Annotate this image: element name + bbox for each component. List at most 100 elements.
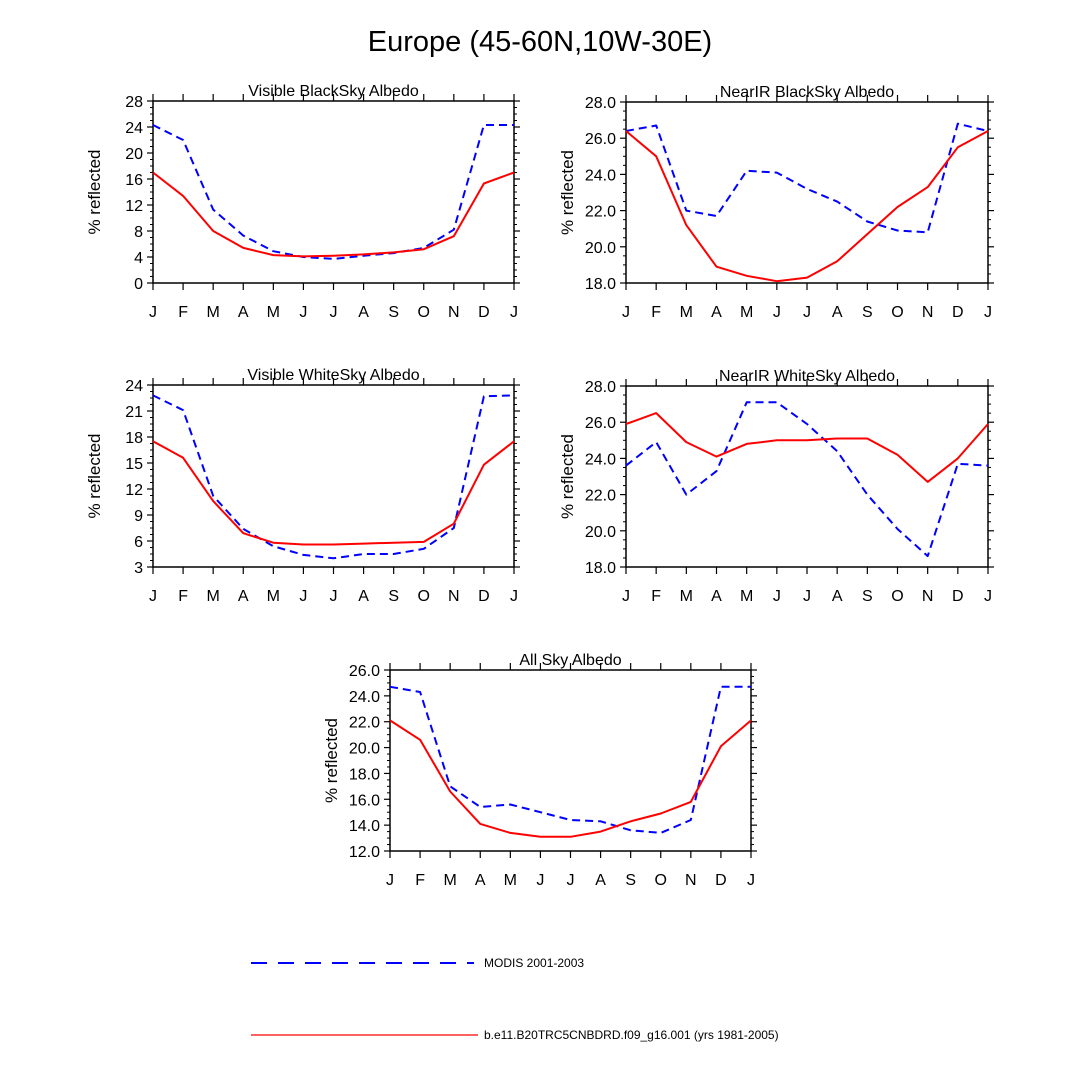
series-line-modis	[152, 394, 515, 560]
x-tick-label: A	[711, 588, 722, 605]
x-tick-label: M	[207, 304, 220, 321]
x-tick-label: F	[178, 588, 188, 605]
y-tick-label: 26.0	[349, 663, 380, 680]
x-tick-label: J	[747, 872, 755, 889]
x-tick-label: S	[388, 304, 399, 321]
y-tick-label: 15	[125, 456, 143, 473]
x-tick-label: J	[299, 304, 307, 321]
x-tick-label: M	[740, 588, 753, 605]
x-tick-label: J	[622, 304, 630, 321]
x-tick-label: J	[510, 304, 518, 321]
x-tick-label: A	[358, 588, 369, 605]
y-tick-label: 28.0	[585, 95, 616, 112]
series-line-model	[152, 440, 515, 546]
y-axis-label: % reflected	[322, 718, 341, 803]
y-tick-label: 26.0	[585, 131, 616, 148]
x-tick-label: A	[832, 304, 843, 321]
x-tick-label: J	[149, 304, 157, 321]
y-tick-label: 6	[134, 534, 143, 551]
x-tick-label: J	[149, 588, 157, 605]
x-tick-label: J	[536, 872, 544, 889]
y-tick-label: 18	[125, 430, 143, 447]
chart-panel-3: Visible WhiteSky Albedo % reflected 3 6 9 12 1…	[85, 367, 520, 605]
x-tick-label: N	[922, 588, 934, 605]
chart-panels: Visible BlackSky Albedo % reflected 0 4 8 12 1…	[85, 83, 994, 889]
x-tick-label: J	[510, 588, 518, 605]
series-line-model	[389, 719, 752, 838]
figure-title: Europe (45-60N,10W-30E)	[368, 26, 712, 58]
x-tick-label: D	[478, 304, 490, 321]
x-tick-label: J	[330, 588, 338, 605]
x-tick-label: A	[358, 304, 369, 321]
chart-title: Visible BlackSky Albedo	[248, 83, 419, 100]
y-tick-label: 20.0	[349, 741, 380, 758]
x-tick-label: J	[386, 872, 394, 889]
y-tick-label: 0	[134, 276, 143, 293]
x-tick-label: M	[680, 588, 693, 605]
x-tick-label: S	[625, 872, 636, 889]
x-tick-label: M	[504, 872, 517, 889]
x-tick-label: D	[952, 588, 964, 605]
chart-panel-2: NearIR BlackSky Albedo % reflected 18.0 20.…	[558, 84, 994, 321]
x-tick-label: N	[448, 588, 460, 605]
x-tick-label: S	[862, 588, 873, 605]
x-tick-label: J	[567, 872, 575, 889]
x-tick-label: A	[475, 872, 486, 889]
x-tick-label: J	[299, 588, 307, 605]
series-line-modis	[152, 124, 514, 260]
y-tick-label: 12	[125, 482, 143, 499]
y-tick-label: 24.0	[585, 451, 616, 468]
x-tick-label: O	[891, 304, 903, 321]
x-tick-label: N	[448, 304, 460, 321]
x-tick-label: M	[267, 588, 280, 605]
plot-frame	[389, 669, 752, 852]
series-line-model	[625, 412, 989, 483]
x-tick-label: J	[773, 304, 781, 321]
series-line-model	[152, 171, 515, 258]
y-tick-label: 4	[134, 250, 143, 267]
x-tick-label: J	[773, 588, 781, 605]
chart-title: NearIR BlackSky Albedo	[720, 84, 894, 101]
x-tick-label: O	[418, 588, 430, 605]
series-line-model	[625, 130, 989, 283]
y-tick-label: 22.0	[585, 488, 616, 505]
x-tick-label: A	[595, 872, 606, 889]
y-tick-label: 24.0	[585, 167, 616, 184]
x-tick-label: J	[803, 304, 811, 321]
x-tick-label: M	[680, 304, 693, 321]
x-tick-label: D	[952, 304, 964, 321]
x-tick-label: J	[984, 588, 992, 605]
x-tick-label: F	[178, 304, 188, 321]
y-tick-label: 24	[125, 378, 143, 395]
x-tick-label: A	[711, 304, 722, 321]
y-tick-label: 20.0	[585, 524, 616, 541]
y-tick-label: 22.0	[585, 204, 616, 221]
y-tick-label: 8	[134, 224, 143, 241]
plot-frame	[625, 101, 989, 284]
legend-model-label: b.e11.B20TRC5CNBDRD.f09_g16.001 (yrs 198…	[484, 1028, 779, 1042]
y-tick-label: 18.0	[585, 276, 616, 293]
y-tick-label: 20.0	[585, 240, 616, 257]
x-tick-label: O	[655, 872, 667, 889]
chart-panel-4: NearIR WhiteSky Albedo % reflected 18.0 20.…	[558, 368, 994, 605]
series-line-modis	[625, 122, 989, 234]
y-tick-label: 14.0	[349, 818, 380, 835]
x-tick-label: S	[862, 304, 873, 321]
x-tick-label: M	[740, 304, 753, 321]
y-tick-label: 3	[134, 560, 143, 577]
plot-frame	[152, 384, 515, 568]
x-tick-label: J	[803, 588, 811, 605]
x-tick-label: A	[238, 304, 249, 321]
chart-title: Visible WhiteSky Albedo	[247, 367, 419, 384]
y-tick-label: 20	[125, 146, 143, 163]
x-tick-label: J	[330, 304, 338, 321]
x-tick-label: F	[415, 872, 425, 889]
x-tick-label: S	[388, 588, 399, 605]
x-tick-label: D	[715, 872, 727, 889]
x-tick-label: A	[238, 588, 249, 605]
y-tick-label: 9	[134, 508, 143, 525]
chart-panel-1: Visible BlackSky Albedo % reflected 0 4 8 12 1…	[85, 83, 520, 321]
chart-panel-5: All Sky Albedo % reflected 12.0 14.0 16.0 18.…	[322, 652, 757, 889]
x-tick-label: O	[418, 304, 430, 321]
